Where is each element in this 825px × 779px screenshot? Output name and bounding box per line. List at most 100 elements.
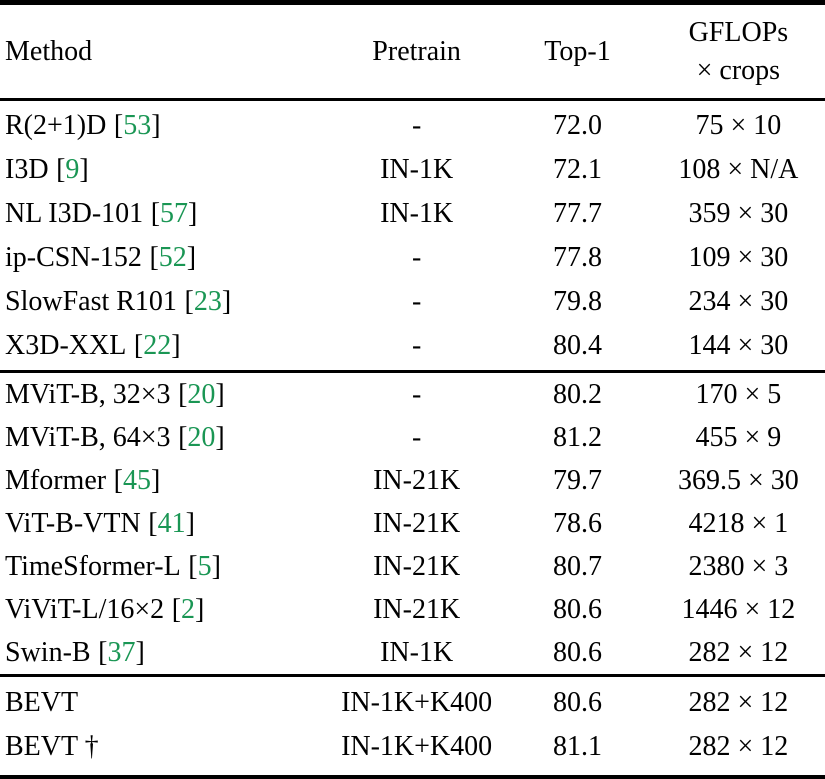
cite-bracket-open: [ [178,421,188,453]
method-cell: I3D [9] [0,154,330,186]
gflops-cell: 282 × 12 [652,687,825,719]
table-row: Swin-B [37] IN-1K 80.6 282 × 12 [0,631,825,674]
cite-bracket-open: [ [188,550,198,582]
table-row: BEVT IN-1K+K400 80.6 282 × 12 [0,681,825,725]
top1-cell: 77.8 [503,242,652,274]
cite-bracket-close: ] [188,198,198,229]
cite-bracket-close: ] [186,242,197,273]
gflops-cell: 282 × 12 [652,637,825,669]
table-row: I3D [9] IN-1K 72.1 108 × N/A [0,148,825,192]
citation-link[interactable]: 57 [160,198,189,229]
top1-cell: 80.7 [503,551,652,583]
top1-cell: 80.6 [503,687,652,719]
top1-cell-value: 80.7 [553,550,602,582]
table-row: TimeSformer-L [5] IN-21K 80.7 2380 × 3 [0,545,825,588]
method-name: ViViT-L/16×2 [5,593,165,625]
citation-link[interactable]: 37 [107,636,136,668]
gflops-cell: 4218 × 1 [652,508,825,540]
header-gflops-line1: GFLOPs [688,16,789,48]
citation-link[interactable]: 41 [157,507,186,539]
pretrain-cell-value: - [411,242,422,273]
gflops-cell-value: 144 × 30 [688,330,789,361]
table-header-row: Method Pretrain Top-1 GFLOPs × crops [0,5,825,98]
method-cell: TimeSformer-L [5] [0,551,330,583]
method-cell: ViViT-L/16×2 [2] [0,594,330,626]
citation-link[interactable]: 20 [187,421,216,453]
cite-bracket-close: ] [215,378,225,410]
cite-bracket-open: [ [113,110,124,141]
table-row: ViViT-L/16×2 [2] IN-21K 80.6 1446 × 12 [0,588,825,631]
gflops-cell: 234 × 30 [652,286,825,318]
pretrain-cell: - [330,422,503,454]
citation-link[interactable]: 22 [143,330,172,361]
method-cell: Swin-B [37] [0,637,330,669]
method-cell: X3D-XXL [22] [0,330,330,362]
method-name: MViT-B, 64×3 [5,421,171,453]
top1-cell-value: 77.7 [553,198,602,229]
cite-bracket-open: [ [113,464,123,496]
gflops-cell-value: 359 × 30 [688,198,789,229]
cite-bracket-open: [ [184,286,194,317]
pretrain-cell-value: - [411,421,422,453]
citation-link[interactable]: 45 [122,464,151,496]
top1-cell-value: 77.8 [553,242,602,273]
header-separator-rule [0,98,825,101]
method-name: NL I3D-101 [5,198,144,229]
top1-cell: 72.1 [503,154,652,186]
gflops-cell-value: 109 × 30 [688,242,789,273]
pretrain-cell-value: IN-1K+K400 [341,687,493,718]
gflops-cell-value: 4218 × 1 [688,507,789,539]
citation-link[interactable]: 23 [193,286,222,317]
pretrain-cell-value: IN-21K [373,550,461,582]
top1-cell-value: 72.1 [553,154,602,185]
pretrain-cell-value: IN-1K+K400 [341,731,493,762]
pretrain-cell: IN-1K [330,637,503,669]
method-cell: ip-CSN-152 [52] [0,242,330,274]
top1-cell-value: 80.4 [553,330,602,361]
top1-cell: 79.7 [503,465,652,497]
gflops-cell-value: 108 × N/A [678,154,799,185]
top1-cell: 79.8 [503,286,652,318]
citation-link[interactable]: 52 [158,242,187,273]
cite-bracket-close: ] [150,464,161,496]
method-name: BEVT † [5,731,99,762]
pretrain-cell-value: IN-1K [380,154,454,185]
gflops-cell: 75 × 10 [652,110,825,142]
method-name: I3D [5,154,49,185]
table-group-convnets: R(2+1)D [53] -72.0 75 × 10 I3D [9] IN-1K 72.1 10… [0,101,825,370]
method-cell: ViT-B-VTN [41] [0,508,330,540]
method-name: ViT-B-VTN [5,507,141,539]
top1-cell: 80.6 [503,594,652,626]
header-pretrain: Pretrain [330,36,503,68]
top1-cell-value: 80.6 [553,593,602,625]
table-row: ip-CSN-152 [52] - 77.8 109 × 30 [0,236,825,280]
top1-cell-value: 72.0 [553,110,602,141]
top1-cell-value: 81.1 [553,731,602,762]
gflops-cell-value: 455 × 9 [695,421,782,453]
pretrain-cell-value: - [411,378,422,410]
method-name: R(2+1)D [5,110,107,141]
top1-cell-value: 78.6 [553,507,602,539]
method-name: Swin-B [5,636,91,668]
citation-link[interactable]: 20 [187,378,216,410]
gflops-cell: 170 × 5 [652,379,825,411]
citation-link[interactable]: 53 [123,110,152,141]
pretrain-cell: IN-21K [330,551,503,583]
citation-link[interactable]: 2 [181,593,196,625]
table-toprule [0,0,825,5]
method-cell: NL I3D-101 [57] [0,198,330,230]
cite-bracket-close: ] [185,507,195,539]
table-row: X3D-XXL [22] - 80.4 144 × 30 [0,324,825,368]
gflops-cell-value: 2380 × 3 [688,550,789,582]
table-bottomrule [0,775,825,779]
citation-link[interactable]: 5 [197,550,212,582]
gflops-cell: 1446 × 12 [652,594,825,626]
cite-bracket-close: ] [195,593,205,625]
citation-link[interactable]: 9 [65,154,80,185]
header-gflops-line2: × crops [696,54,781,86]
cite-bracket-close: ] [151,110,161,141]
method-name: BEVT [5,687,79,718]
top1-cell-value: 79.7 [553,464,602,496]
gflops-cell: 359 × 30 [652,198,825,230]
